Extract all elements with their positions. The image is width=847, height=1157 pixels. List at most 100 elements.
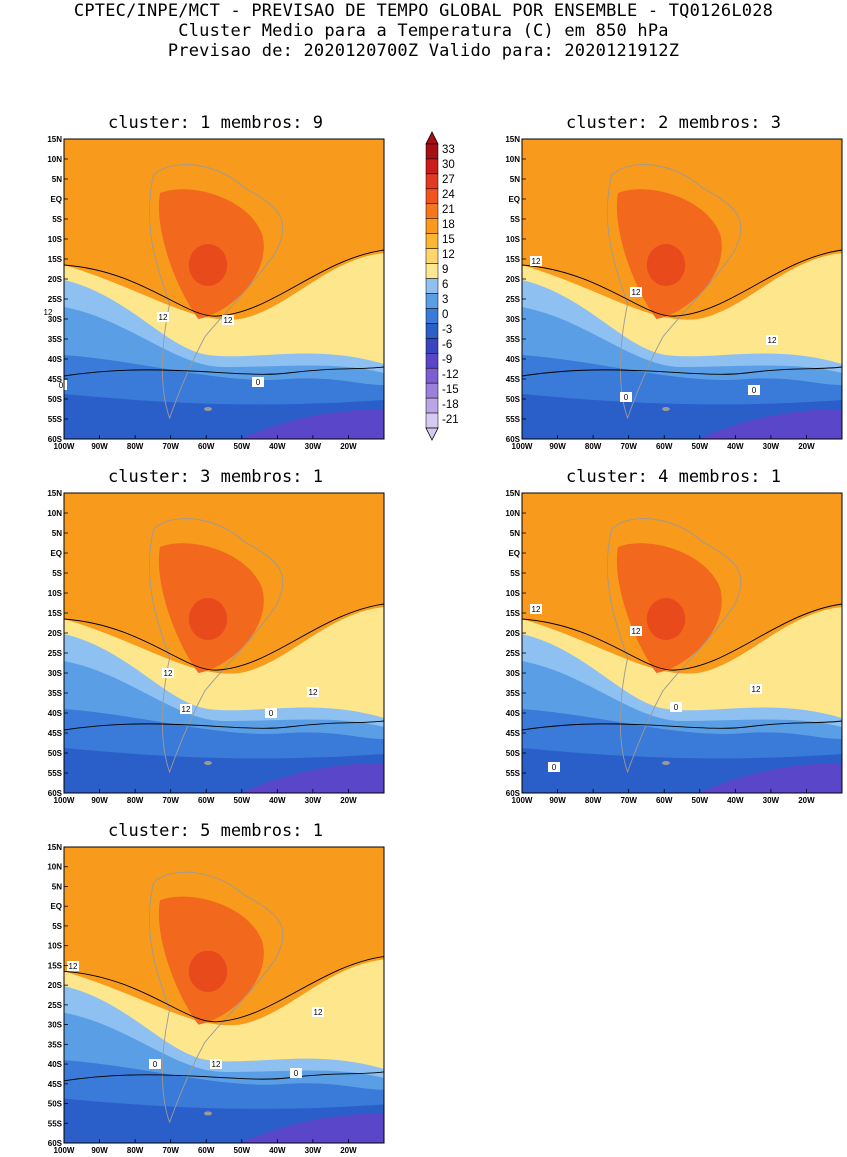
lon-label: 40W [269,442,286,451]
coastline [148,518,284,774]
contour-label: 12 [768,336,777,345]
lon-label: 100W [54,442,75,451]
lat-label: 15S [506,255,521,264]
colorbar-swatch [425,278,439,294]
colorbar-label: 33 [442,144,455,157]
colorbar-label: 9 [442,264,449,277]
colorbar-label: -6 [442,338,453,351]
lat-label: 20S [506,275,521,284]
map-4-svg: 12 12 12 0 0 15N 10N 5N EQ 5S 10S 15S 20S 25S 30S 35S 40… [505,489,843,805]
colorbar-swatch [425,188,439,205]
colorbar-swatch [425,158,439,175]
map-panel-4: 12 12 12 0 0 15N 10N 5N EQ 5S 10S 15S 20S 25S 30S 35S 40… [486,489,846,807]
contour-label: 12 [314,1008,323,1017]
contour-label-bg [180,704,192,714]
contour-line-12 [63,249,385,317]
contour-label-bg [750,684,762,694]
contour-label-bg [210,1059,222,1069]
hot-core [188,950,228,993]
colorbar-swatch [425,173,439,190]
lon-label: 30W [305,796,322,805]
lat-label: 10S [48,589,63,598]
lon-label: 60W [198,1146,215,1155]
map-frame [63,846,385,1144]
lat-label: 25S [506,295,521,304]
lat-label: 50S [48,749,63,758]
lon-label: 50W [234,796,251,805]
contour-label-bg [162,668,174,678]
lon-label: 100W [54,796,75,805]
lon-label: 40W [727,442,744,451]
contour-label-bg [748,385,760,395]
lon-label: 20W [340,796,357,805]
lat-label: 5S [52,569,62,578]
colorbar-label: 24 [442,189,455,202]
contour-label: 12 [164,669,173,678]
coastline [606,518,742,774]
contour-label-bg [67,961,79,971]
colorbar-swatch [425,308,439,324]
contour-label: 12 [69,962,78,971]
lon-label: 90W [91,1146,108,1155]
panel-4-title: cluster: 4 membros: 1 [566,467,781,487]
lat-label: 15S [48,961,63,970]
lon-label: 50W [692,442,709,451]
lon-label: 60W [198,442,215,451]
lat-label: EQ [50,902,62,911]
lat-label: 45S [48,1080,63,1089]
colorbar-swatch [425,293,439,309]
header-title-line3: Previsao de: 2020120700Z Valido para: 20… [167,41,680,61]
colorbar-label: -12 [442,368,459,381]
hot-core [646,598,686,640]
lat-label: 55S [506,415,521,424]
lat-label: 35S [48,1040,63,1049]
lat-label: 10S [506,589,521,598]
lon-label: 60W [656,442,673,451]
lat-label: 35S [506,689,521,698]
contour-label-bg [42,307,54,317]
lat-label: 30S [48,1021,63,1030]
hot-core [188,598,228,640]
contour-label: 12 [212,1060,221,1069]
contour-label-bg [307,687,319,697]
lat-label: 25S [48,295,63,304]
contour-label-bg [149,1059,161,1069]
lat-label: 15S [506,609,521,618]
lon-label: 90W [549,442,566,451]
hot-core [188,244,228,286]
lon-label: 80W [585,442,602,451]
colorbar-arrow-bottom [425,427,439,441]
lon-label: 100W [54,1146,75,1155]
lat-label: 55S [48,415,63,424]
map-frame [521,492,843,794]
lat-label: 55S [48,1119,63,1128]
lat-label: 20S [48,629,63,638]
contour-label-bg [312,1007,324,1017]
lat-label: 15N [47,135,62,144]
map-2-svg: 12 12 12 0 0 15N 10N 5N EQ 5S 10S 15S 20S 25S 30S 35S 40… [505,135,843,451]
coastline [148,871,284,1124]
lat-label: 40S [48,709,63,718]
lon-label: 70W [620,796,637,805]
lon-label: 70W [162,796,179,805]
coastline [606,164,742,420]
lon-label: 40W [269,796,286,805]
lat-label: 50S [506,395,521,404]
map-panel-3: 12 12 12 0 15N 10N 5N EQ 5S 10S 15S 20S 25S 30S 35S 40S… [28,489,388,807]
map-5-svg: 12 12 12 0 0 15N 10N 5N EQ 5S 10S 15S 20S 25S 30S 35S 40… [47,843,385,1155]
colorbar-swatch [425,263,439,279]
header-title-line2: Cluster Medio para a Temperatura (C) em … [178,21,669,41]
purple-band [240,409,384,439]
map-panel-1: 12 12 12 0 0 15N 10N 5N EQ 5S 10S 15S 20S 25S 30S 35S 40… [28,135,388,453]
lat-label: 20S [48,981,63,990]
map-frame [63,138,385,440]
lon-label: 70W [162,1146,179,1155]
colorbar-swatch [425,338,439,354]
map-1-svg: 12 12 12 0 0 15N 10N 5N EQ 5S 10S 15S 20S 25S 30S 35S 40… [42,135,385,451]
purple-band [240,1113,384,1143]
falklands-islands [204,1111,212,1116]
contour-label-bg [620,392,632,402]
lat-label: 25S [48,1001,63,1010]
lon-label: 80W [127,796,144,805]
lon-label: 70W [162,442,179,451]
